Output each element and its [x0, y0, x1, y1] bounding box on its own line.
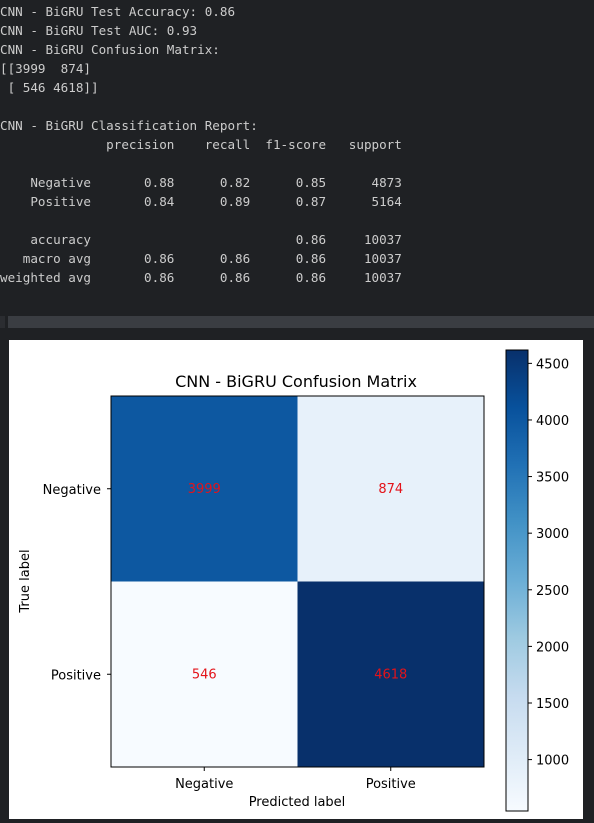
- colorbar-tick-label: 4500: [536, 357, 569, 372]
- y-tick-label: Positive: [51, 668, 101, 683]
- cell-value-label: 3999: [188, 482, 221, 497]
- colorbar-tick-label: 3000: [536, 527, 569, 542]
- output-line: weighted avg 0.86 0.86 0.86 10037: [0, 270, 402, 285]
- cell-value-label: 4618: [374, 667, 407, 682]
- cell-value-label: 546: [192, 667, 217, 682]
- plot-frame: [110, 395, 485, 768]
- output-line: Positive 0.84 0.89 0.87 5164: [0, 194, 402, 209]
- output-line: CNN - BiGRU Confusion Matrix:: [0, 42, 220, 57]
- colorbar-tick-label: 3500: [536, 471, 569, 486]
- output-line: accuracy 0.86 10037: [0, 232, 402, 247]
- output-line: macro avg 0.86 0.86 0.86 10037: [0, 251, 402, 266]
- output-scrollbar[interactable]: [8, 316, 594, 328]
- chart-title: CNN - BiGRU Confusion Matrix: [175, 372, 417, 391]
- cell-output: CNN - BiGRU Test Accuracy: 0.86 CNN - BiG…: [0, 0, 594, 287]
- output-collapse-handle[interactable]: [0, 316, 5, 328]
- x-axis-label: Predicted label: [249, 795, 346, 810]
- y-axis-label: True label: [18, 549, 33, 613]
- confusion-matrix-figure: CNN - BiGRU Confusion Matrix 3999 874 546 4…: [9, 340, 583, 819]
- x-tick-label: Positive: [366, 777, 416, 792]
- cell-value-label: 874: [378, 482, 403, 497]
- output-line: [[3999 874]: [0, 61, 91, 76]
- heatmap-cell: [111, 581, 298, 767]
- output-line: CNN - BiGRU Classification Report:: [0, 118, 258, 133]
- output-line: [ 546 4618]]: [0, 80, 99, 95]
- x-tick-label: Negative: [175, 777, 233, 792]
- output-line: [0, 211, 594, 230]
- output-line: precision recall f1-score support: [0, 137, 402, 152]
- colorbar-tick-label: 1000: [536, 754, 569, 769]
- output-line: [0, 154, 594, 173]
- output-line: [0, 97, 594, 116]
- heatmap-cell: [297, 581, 484, 767]
- confusion-matrix-chart: CNN - BiGRU Confusion Matrix 3999 874 546 4…: [18, 349, 569, 812]
- heatmap-cell: [111, 396, 298, 582]
- colorbar-tick-label: 2000: [536, 640, 569, 655]
- output-line: CNN - BiGRU Test AUC: 0.93: [0, 23, 198, 38]
- colorbar-tick-label: 2500: [536, 584, 569, 599]
- y-tick-label: Negative: [43, 483, 101, 498]
- colorbar-tick-label: 1500: [536, 697, 569, 712]
- output-line: Negative 0.88 0.82 0.85 4873: [0, 175, 402, 190]
- colorbar-tick-label: 4000: [536, 414, 569, 429]
- output-line: CNN - BiGRU Test Accuracy: 0.86: [0, 4, 236, 19]
- colorbar: [505, 349, 529, 812]
- heatmap-cell: [297, 396, 484, 582]
